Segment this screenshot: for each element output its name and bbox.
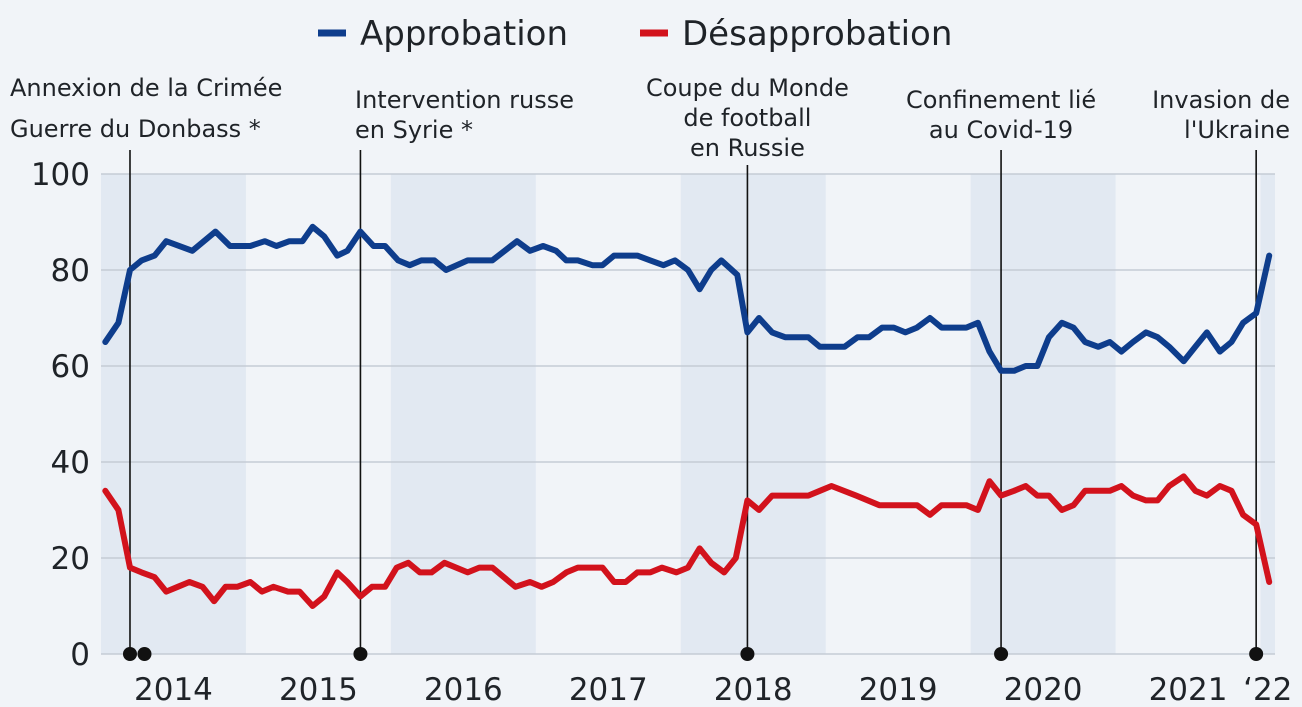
year-band — [680, 174, 826, 654]
series-line — [102, 223, 1273, 374]
y-tick-label: 40 — [51, 445, 90, 481]
event-dot — [137, 647, 152, 661]
x-tick-label: 2014 — [134, 672, 213, 707]
annotation: Confinement lié — [906, 86, 1096, 114]
year-band — [390, 174, 536, 654]
event-dot — [122, 647, 137, 661]
year-band — [970, 174, 1116, 654]
x-tick-label: 2019 — [859, 672, 938, 707]
annotation: Coupe du Monde — [646, 74, 849, 102]
x-tick-label: 2017 — [569, 672, 648, 707]
legend-label: Désapprobation — [682, 14, 952, 54]
y-tick-label: 20 — [51, 541, 90, 577]
annotation: de football — [683, 104, 811, 132]
annotation: Guerre du Donbass * — [10, 115, 261, 143]
year-band — [1260, 174, 1275, 654]
annotation: au Covid-19 — [929, 116, 1073, 144]
event-dot — [1249, 647, 1264, 661]
x-tick-label: 2021 — [1149, 672, 1228, 707]
annotation: en Syrie * — [355, 116, 473, 144]
annotation: Invasion de — [1152, 86, 1290, 114]
x-tick-label: ‘22 — [1243, 672, 1292, 707]
x-tick-label: 2018 — [714, 672, 793, 707]
y-tick-label: 0 — [70, 637, 90, 673]
annotation: Annexion de la Crimée — [10, 74, 282, 102]
x-tick-label: 2015 — [279, 672, 358, 707]
legend-label: Approbation — [360, 14, 568, 54]
y-tick-label: 60 — [51, 349, 90, 385]
event-dot — [740, 647, 755, 661]
y-tick-label: 80 — [51, 253, 90, 289]
y-tick-label: 100 — [31, 157, 90, 193]
year-band — [101, 174, 246, 654]
annotation: en Russie — [690, 134, 805, 162]
annotation: l'Ukraine — [1184, 116, 1290, 144]
annotation: Intervention russe — [355, 86, 574, 114]
x-tick-label: 2016 — [424, 672, 503, 707]
x-tick-label: 2020 — [1004, 672, 1083, 707]
series-line — [102, 473, 1273, 609]
event-dot — [994, 647, 1009, 661]
event-dot — [353, 647, 368, 661]
